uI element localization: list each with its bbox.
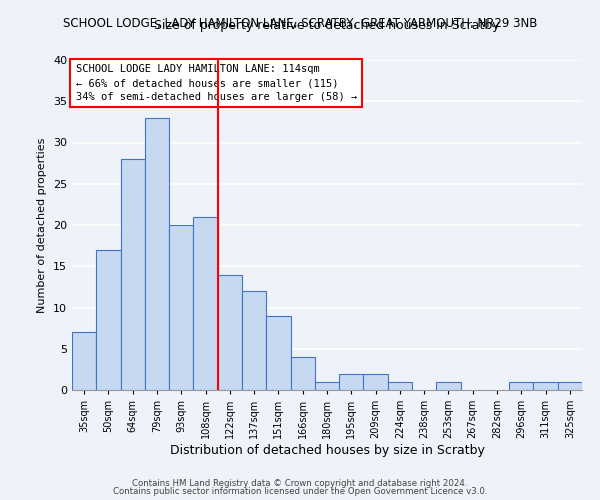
Bar — [266, 316, 290, 390]
Bar — [364, 374, 388, 390]
Text: Contains HM Land Registry data © Crown copyright and database right 2024.: Contains HM Land Registry data © Crown c… — [132, 478, 468, 488]
Bar — [218, 274, 242, 390]
Bar — [193, 217, 218, 390]
Title: Size of property relative to detached houses in Scratby: Size of property relative to detached ho… — [154, 20, 500, 32]
Bar — [290, 357, 315, 390]
Bar — [72, 332, 96, 390]
Bar — [169, 225, 193, 390]
Bar — [339, 374, 364, 390]
Bar — [436, 382, 461, 390]
Bar — [145, 118, 169, 390]
Bar — [242, 291, 266, 390]
Text: SCHOOL LODGE, LADY HAMILTON LANE, SCRATBY, GREAT YARMOUTH, NR29 3NB: SCHOOL LODGE, LADY HAMILTON LANE, SCRATB… — [63, 18, 537, 30]
Bar — [315, 382, 339, 390]
Bar — [533, 382, 558, 390]
Bar — [558, 382, 582, 390]
Text: SCHOOL LODGE LADY HAMILTON LANE: 114sqm
← 66% of detached houses are smaller (11: SCHOOL LODGE LADY HAMILTON LANE: 114sqm … — [76, 64, 357, 102]
Y-axis label: Number of detached properties: Number of detached properties — [37, 138, 47, 312]
Bar — [388, 382, 412, 390]
X-axis label: Distribution of detached houses by size in Scratby: Distribution of detached houses by size … — [170, 444, 484, 457]
Bar — [121, 159, 145, 390]
Text: Contains public sector information licensed under the Open Government Licence v3: Contains public sector information licen… — [113, 487, 487, 496]
Bar — [509, 382, 533, 390]
Bar — [96, 250, 121, 390]
